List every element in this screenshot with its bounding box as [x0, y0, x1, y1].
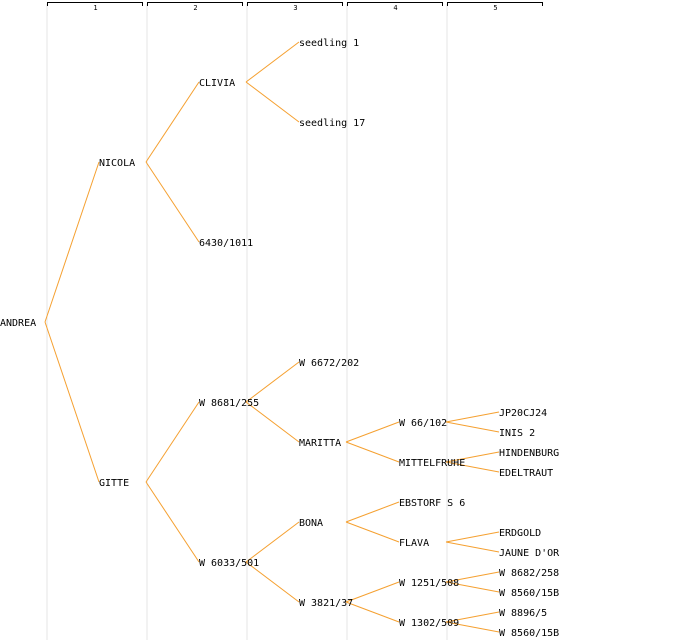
generation-number: 5 — [493, 4, 497, 12]
pedigree-edge — [445, 531, 500, 543]
pedigree-edge — [345, 441, 400, 463]
pedigree-edge — [245, 521, 300, 563]
pedigree-edge — [445, 541, 500, 553]
ancestor-name[interactable]: GITTE — [99, 478, 129, 489]
pedigree-edge — [445, 621, 500, 633]
ancestor-name[interactable]: W 8682/258 — [499, 568, 559, 579]
ancestor-name[interactable]: BONA — [299, 518, 323, 529]
pedigree-edge — [44, 321, 100, 483]
pedigree-edge — [345, 501, 400, 523]
ancestor-name[interactable]: W 3821/37 — [299, 598, 353, 609]
generation-number: 4 — [393, 4, 397, 12]
pedigree-edge — [245, 401, 300, 443]
pedigree-edge — [145, 481, 200, 563]
generation-number: 1 — [93, 4, 97, 12]
ancestor-name[interactable]: W 8896/5 — [499, 608, 547, 619]
ancestor-name[interactable]: seedling 1 — [299, 38, 359, 49]
pedigree-edge — [345, 601, 400, 623]
ancestor-name[interactable]: EBSTORF S 6 — [399, 498, 465, 509]
ancestor-name[interactable]: W 1251/508 — [399, 578, 459, 589]
ancestor-name[interactable]: W 8560/15B — [499, 588, 559, 599]
pedigree-edge — [345, 581, 400, 603]
pedigree-edge — [245, 361, 300, 403]
ancestor-name[interactable]: MITTELFRUHE — [399, 458, 465, 469]
ancestor-name[interactable]: HINDENBURG — [499, 448, 559, 459]
generation-bracket — [347, 2, 443, 6]
pedigree-edge — [245, 81, 300, 123]
pedigree-edge — [445, 421, 500, 433]
pedigree-edge — [445, 581, 500, 593]
generation-bracket — [447, 2, 543, 6]
ancestor-name[interactable]: NICOLA — [99, 158, 135, 169]
pedigree-edge — [145, 161, 200, 243]
ancestor-name[interactable]: W 8681/255 — [199, 398, 259, 409]
generation-bracket — [147, 2, 243, 6]
pedigree-edge — [445, 571, 500, 583]
pedigree-edge — [44, 161, 100, 323]
ancestor-name[interactable]: W 66/102 — [399, 418, 447, 429]
ancestor-name[interactable]: FLAVA — [399, 538, 429, 549]
ancestor-name[interactable]: W 1302/509 — [399, 618, 459, 629]
ancestor-name[interactable]: ERDGOLD — [499, 528, 541, 539]
pedigree-edge — [145, 401, 200, 483]
ancestor-name[interactable]: 6430/1011 — [199, 238, 253, 249]
ancestor-name[interactable]: W 8560/15B — [499, 628, 559, 639]
ancestor-name[interactable]: seedling 17 — [299, 118, 365, 129]
pedigree-edge — [145, 81, 200, 163]
ancestor-name[interactable]: JP20CJ24 — [499, 408, 547, 419]
ancestor-name[interactable]: INIS 2 — [499, 428, 535, 439]
ancestor-name[interactable]: MARITTA — [299, 438, 341, 449]
pedigree-edge — [445, 411, 500, 423]
pedigree-edge — [345, 421, 400, 443]
pedigree-edge — [445, 461, 500, 473]
ancestor-name[interactable]: W 6033/501 — [199, 558, 259, 569]
generation-number: 3 — [293, 4, 297, 12]
ancestor-name[interactable]: W 6672/202 — [299, 358, 359, 369]
pedigree-edge — [445, 451, 500, 463]
pedigree-edge — [245, 561, 300, 603]
pedigree-edge — [245, 41, 300, 83]
ancestor-name[interactable]: CLIVIA — [199, 78, 235, 89]
pedigree-edge — [445, 611, 500, 623]
root-name[interactable]: ANDREA — [0, 318, 36, 329]
ancestor-name[interactable]: JAUNE D'OR — [499, 548, 560, 559]
ancestor-name[interactable]: EDELTRAUT — [499, 468, 553, 479]
generation-bracket — [47, 2, 143, 6]
generation-bracket — [247, 2, 343, 6]
generation-number: 2 — [193, 4, 197, 12]
pedigree-edge — [345, 521, 400, 543]
